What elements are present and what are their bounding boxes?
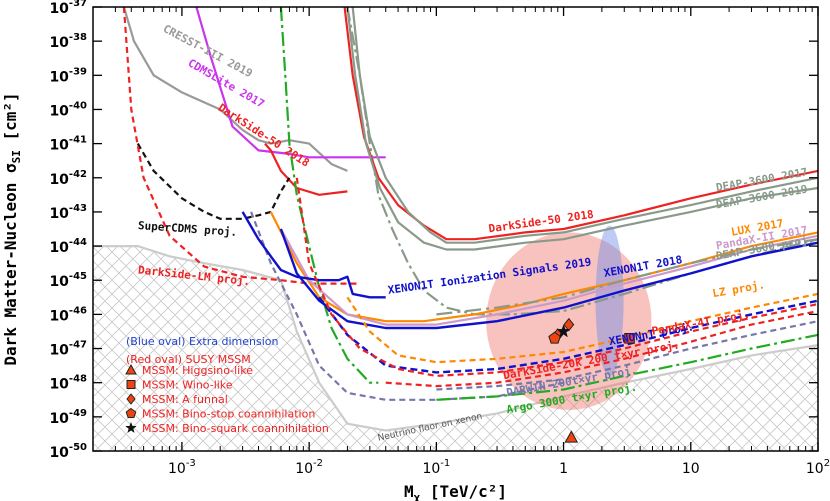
series-argo-3000-t-yr-proj (436, 333, 818, 401)
label-supercdms-proj: SuperCDMS proj. (138, 219, 238, 239)
series-green-dash-dot (279, 7, 379, 384)
y-axis-title: Dark Matter-Nucleon σSI [cm²] (1, 92, 23, 365)
y-tick-label: 10-39 (49, 66, 87, 85)
neutrino-floor-region (93, 246, 818, 451)
marker-mssm-a-funnal (563, 317, 575, 332)
label-darkside-50-2018: DarkSide-50 2018 (216, 101, 312, 170)
x-tick-label: 10-2 (295, 458, 323, 477)
series-darkside-lm-proj (122, 7, 360, 285)
series-xenonnt-proj (318, 296, 818, 374)
y-tick-label: 10-44 (49, 237, 87, 256)
blue-oval-extra-dimension-ellipse (595, 225, 624, 376)
series-darwin-200t-yr-proj (436, 320, 818, 391)
y-tick-label: 10-40 (49, 100, 87, 119)
y-tick-label: 10-37 (49, 0, 87, 17)
y-tick-label: 10-48 (49, 374, 87, 393)
marker-mssm-bino-stop-coannihilation (548, 331, 561, 344)
marker-mssm-bino-squark-coannihilation (556, 324, 571, 338)
x-tick-label: 10-3 (168, 458, 196, 477)
series-xenon1t-ionization-signals-2019 (241, 211, 386, 299)
series-darkside-20k-200-t-yr-proj (385, 309, 818, 388)
series-pandax-4t-proj (295, 177, 818, 377)
legend-mssm-bino-squark-coannihilation: MSSM: Bino-squark coannihilation (142, 422, 329, 435)
x-tick-label: 10 (682, 461, 700, 477)
marker-mssm-wino-like (624, 332, 635, 344)
series-blue-low-mass-proj (250, 211, 564, 401)
y-tick-label: 10-45 (49, 271, 87, 290)
legend-symbol-pentagon-icon (125, 407, 137, 418)
series-deap-3600-proj (436, 238, 818, 316)
legend-symbol-square-icon (126, 380, 136, 389)
label-pandax-4t-proj: PandaX-4T proj. (651, 308, 751, 338)
legend-red-oval-susy-mssm: (Red oval) SUSY MSSM (126, 353, 251, 366)
legend-mssm-a-funnal: MSSM: A funnal (142, 393, 228, 406)
series-deap-3600-2017 (351, 7, 818, 244)
x-axis-title: Mχ [TeV/c²] (404, 482, 507, 501)
series-supercdms-proj (136, 143, 291, 220)
marker-mssm-higgsino-like (564, 430, 579, 443)
plot-frame (92, 6, 819, 452)
y-tick-label: 10-49 (49, 408, 87, 427)
legend-symbol-triangle-icon (125, 363, 137, 375)
series-xenon1t-2018 (279, 228, 818, 330)
x-tick-label: 10-1 (422, 458, 450, 477)
series-cdmslite-2017 (195, 7, 386, 159)
series-deap-3600-2019 (346, 7, 818, 251)
series-lz-proj (346, 292, 818, 364)
y-tick-label: 10-50 (49, 442, 87, 461)
x-tick-label: 1 (559, 461, 568, 477)
series-pandax-ii-2017 (279, 228, 818, 326)
y-tick-label: 10-46 (49, 305, 87, 324)
label-lz-proj: LZ proj. (711, 278, 765, 300)
y-tick-label: 10-38 (49, 32, 87, 51)
legend-mssm-higgsino-like: MSSM: Higgsino-like (142, 364, 253, 377)
legend-symbol-diamond-icon (126, 393, 136, 405)
x-tick-label: 102 (806, 458, 830, 477)
y-tick-label: 10-43 (49, 203, 87, 222)
y-tick-label: 10-41 (49, 135, 87, 154)
legend-symbol-star-icon (125, 421, 137, 433)
y-tick-label: 10-47 (49, 340, 87, 359)
neutrino-floor-line (93, 245, 818, 432)
series-cresst-iii-2019 (122, 7, 348, 172)
y-tick-label: 10-42 (49, 169, 87, 188)
legend-mssm-bino-stop-coannihilation: MSSM: Bino-stop coannihilation (142, 408, 315, 421)
legend-blue-oval-extra-dimension: (Blue oval) Extra dimension (126, 335, 278, 348)
legend: (Blue oval) Extra dimension (Red oval) SU… (125, 335, 329, 435)
legend-mssm-wino-like: MSSM: Wino-like (142, 379, 233, 392)
